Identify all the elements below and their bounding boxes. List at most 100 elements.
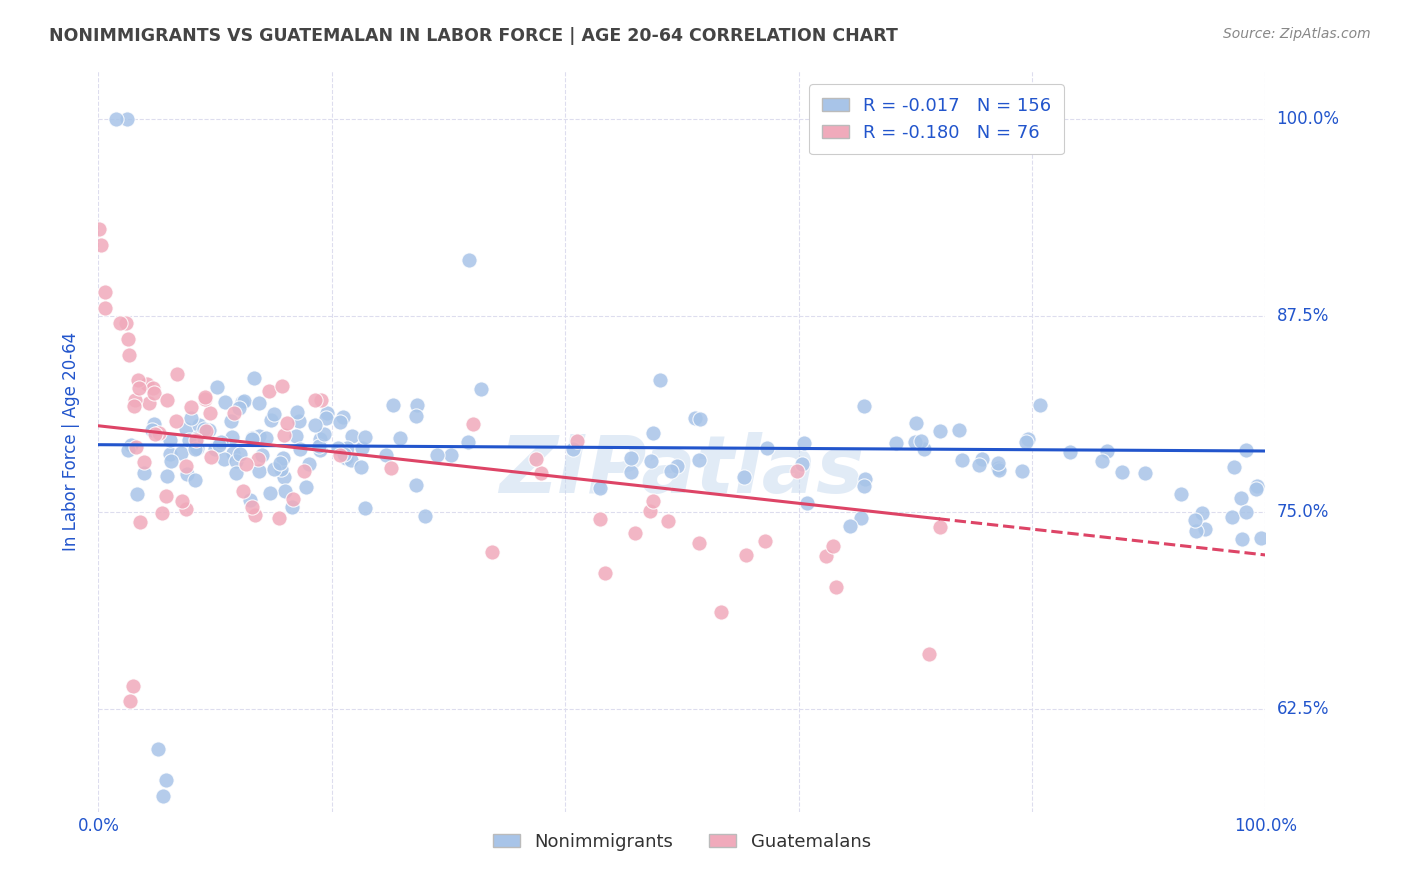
Point (304, 417, 326, 432)
Point (648, 373, 671, 387)
Point (405, 409, 427, 424)
Point (174, 459, 197, 474)
Point (1135, 467, 1157, 481)
Point (222, 406, 245, 420)
Point (353, 430, 375, 444)
Point (125, 487, 148, 501)
Point (184, 434, 207, 448)
Point (294, 480, 316, 494)
Point (259, 485, 281, 500)
Point (267, 511, 290, 525)
Point (1234, 443, 1257, 458)
Point (1222, 460, 1244, 475)
Point (657, 514, 679, 528)
Point (1194, 522, 1216, 536)
Point (186, 442, 208, 456)
Point (128, 515, 150, 529)
Point (1246, 482, 1268, 496)
Point (524, 452, 547, 467)
Point (187, 418, 209, 433)
Point (110, 317, 132, 331)
Point (683, 411, 706, 425)
Point (156, 392, 179, 407)
Point (1234, 505, 1257, 519)
Point (198, 423, 221, 437)
Point (135, 377, 157, 392)
Point (250, 448, 273, 462)
Point (851, 511, 873, 525)
Point (288, 414, 311, 428)
Point (948, 423, 970, 437)
Point (194, 390, 217, 404)
Point (1095, 444, 1118, 458)
Point (406, 398, 429, 412)
Point (176, 467, 198, 482)
Point (186, 431, 208, 445)
Point (142, 381, 165, 395)
Point (382, 398, 405, 412)
Point (1220, 509, 1243, 524)
Point (152, 506, 174, 520)
Text: ZIPatlas: ZIPatlas (499, 432, 865, 510)
Point (790, 458, 813, 472)
Point (904, 435, 927, 450)
Point (333, 447, 356, 461)
Point (263, 407, 285, 421)
Point (733, 469, 755, 483)
Point (240, 432, 263, 446)
Point (332, 409, 354, 424)
Point (270, 462, 292, 476)
Point (641, 425, 664, 440)
Point (193, 422, 215, 436)
Point (815, 549, 838, 563)
Point (132, 455, 155, 469)
Point (413, 508, 436, 523)
Point (148, 425, 170, 440)
Point (987, 463, 1010, 477)
Point (160, 454, 183, 468)
Point (1184, 524, 1206, 539)
Point (156, 469, 179, 483)
Point (273, 427, 295, 442)
Point (624, 525, 647, 540)
Point (1170, 486, 1192, 500)
Point (905, 416, 928, 430)
Point (786, 464, 808, 478)
Point (269, 456, 291, 470)
Point (134, 466, 156, 480)
Point (329, 448, 352, 462)
Point (166, 367, 188, 381)
Point (143, 427, 166, 442)
Point (114, 317, 136, 331)
Point (457, 434, 479, 449)
Point (247, 464, 270, 478)
Point (1246, 479, 1268, 493)
Point (263, 462, 285, 476)
Point (352, 441, 374, 455)
Point (688, 453, 710, 467)
Point (967, 458, 990, 472)
Point (620, 450, 643, 465)
Point (159, 447, 181, 461)
Point (1017, 432, 1039, 446)
Point (666, 459, 689, 474)
Point (689, 412, 711, 426)
Point (426, 448, 449, 462)
Point (281, 491, 304, 506)
Point (620, 466, 643, 480)
Point (184, 473, 207, 487)
Point (122, 399, 145, 413)
Point (117, 332, 139, 346)
Point (209, 435, 232, 450)
Point (987, 461, 1010, 475)
Point (929, 520, 952, 534)
Point (688, 536, 710, 550)
Point (180, 410, 202, 425)
Point (138, 395, 160, 409)
Point (1250, 531, 1272, 545)
Point (225, 454, 247, 468)
Point (315, 411, 337, 425)
Point (155, 489, 177, 503)
Point (117, 112, 139, 126)
Text: Source: ZipAtlas.com: Source: ZipAtlas.com (1223, 27, 1371, 41)
